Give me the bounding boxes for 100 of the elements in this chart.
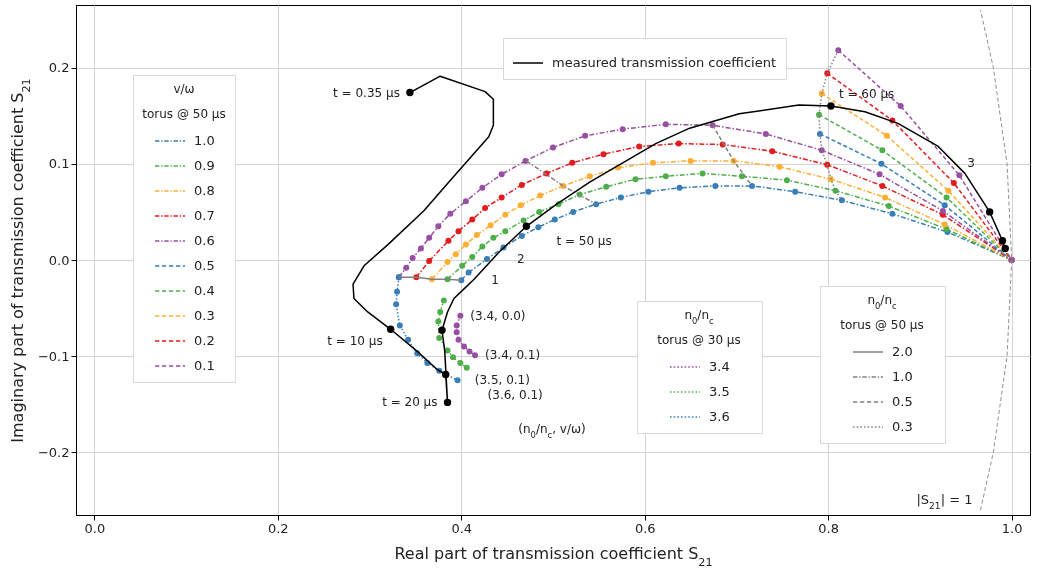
legend-label: 0.3 <box>194 308 215 323</box>
point <box>941 221 948 228</box>
point <box>469 216 476 223</box>
point <box>537 192 544 199</box>
point <box>883 132 890 139</box>
annotation: t = 20 μs <box>382 395 438 410</box>
point <box>941 202 948 209</box>
annotation: t = 50 μs <box>556 234 612 249</box>
legend-label: 1.0 <box>892 369 913 384</box>
point <box>603 183 610 190</box>
legend-label: 0.5 <box>892 394 913 409</box>
point <box>699 170 706 177</box>
y-tick-label: −0.1 <box>37 348 70 364</box>
point <box>551 216 558 223</box>
annotation: t = 60 μs <box>838 87 895 102</box>
point <box>396 322 403 329</box>
point <box>824 70 831 77</box>
point <box>518 181 525 188</box>
point <box>469 254 476 261</box>
point <box>998 237 1007 245</box>
annotation: 2 <box>516 252 525 267</box>
line-series <box>818 49 843 202</box>
point <box>394 288 401 295</box>
point <box>466 348 473 355</box>
point <box>879 147 886 154</box>
point <box>632 176 639 183</box>
annotation: t = 0.35 μs <box>333 85 400 100</box>
annotation: torus @ 50 μs <box>840 318 924 332</box>
x-tick-label: 0.2 <box>267 520 289 536</box>
point <box>457 312 464 319</box>
point <box>403 264 410 271</box>
point <box>662 121 669 128</box>
point <box>675 140 682 147</box>
point <box>473 231 480 238</box>
annotation: torus @ 30 μs <box>657 333 741 347</box>
point <box>885 203 892 210</box>
point <box>436 334 443 341</box>
point <box>455 228 462 235</box>
point <box>459 262 466 269</box>
point <box>769 148 776 155</box>
point <box>827 102 835 110</box>
point <box>570 208 577 215</box>
legend-label: 0.2 <box>194 333 215 348</box>
line-series <box>979 9 1013 511</box>
point <box>676 184 683 191</box>
point <box>586 173 593 180</box>
point <box>393 301 400 308</box>
point <box>878 160 885 167</box>
point <box>502 228 509 235</box>
annotation: torus @ 50 μs <box>142 107 226 121</box>
y-tick-label: 0.2 <box>48 60 70 76</box>
point <box>776 163 783 170</box>
point <box>462 198 469 205</box>
point <box>453 329 460 336</box>
point <box>483 256 490 263</box>
annotation: (3.4, 0.0) <box>470 308 526 323</box>
point <box>876 171 883 178</box>
point <box>406 88 414 97</box>
legend-label: 0.8 <box>194 183 215 198</box>
x-tick-label: 0.8 <box>818 520 840 536</box>
point <box>457 359 464 366</box>
y-tick-label: 0.1 <box>48 156 70 172</box>
point <box>405 336 412 343</box>
point <box>535 224 542 231</box>
x-tick-label: 0.4 <box>451 520 473 536</box>
point <box>452 251 459 258</box>
annotation: (n$_{0}$/n$_{c}$, v/ω) <box>518 422 586 440</box>
legend-title: v/ω <box>173 82 195 96</box>
x-tick-label: 0.6 <box>634 520 656 536</box>
point <box>426 257 433 264</box>
point <box>687 157 694 164</box>
point <box>454 377 461 384</box>
point <box>792 188 799 195</box>
legend-label: 1.0 <box>194 133 215 148</box>
annotation: t = 10 μs <box>327 334 383 349</box>
point <box>882 194 889 201</box>
point <box>426 234 433 241</box>
legend-label: 0.9 <box>194 158 215 173</box>
series-label: |S$_{21}$| = 1 <box>916 492 973 512</box>
point <box>472 352 479 359</box>
point <box>897 103 904 110</box>
point <box>749 182 756 189</box>
x-axis-title: Real part of transmission coefficient S$_{21}$ <box>394 543 713 568</box>
point <box>450 354 457 361</box>
point <box>440 297 447 304</box>
point <box>498 194 505 201</box>
point <box>617 194 624 201</box>
point <box>582 132 589 139</box>
point <box>438 326 446 334</box>
point <box>838 197 845 204</box>
point <box>518 232 525 239</box>
point <box>409 255 416 262</box>
point <box>441 370 450 379</box>
point <box>447 210 454 217</box>
legend-label: 0.3 <box>892 419 913 434</box>
point <box>487 222 494 229</box>
point <box>569 159 576 166</box>
y-tick-label: 0.0 <box>48 252 70 268</box>
point <box>444 258 451 265</box>
y-tick-label: −0.2 <box>37 444 70 460</box>
